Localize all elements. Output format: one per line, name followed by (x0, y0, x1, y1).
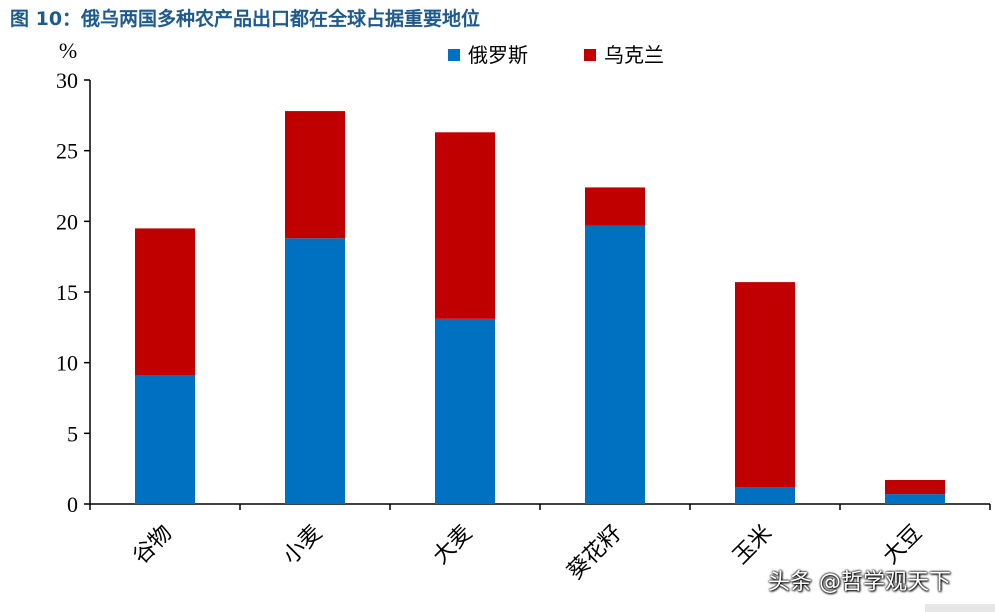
y-tick-label: 15 (56, 280, 78, 305)
legend: 俄罗斯 乌克兰 (448, 43, 664, 67)
y-tick-label: 10 (56, 351, 78, 376)
bar-ukraine (585, 187, 645, 226)
bar-ukraine (435, 132, 495, 319)
bar-russia (585, 225, 645, 504)
bar-russia (735, 487, 795, 504)
x-category-label: 谷物 (128, 521, 177, 570)
axes (84, 79, 991, 510)
y-tick-label: 5 (67, 421, 78, 446)
bar-russia (135, 375, 195, 504)
bar-russia (885, 494, 945, 504)
bar-russia (285, 238, 345, 504)
corner-box (925, 604, 995, 612)
bar-ukraine (285, 111, 345, 239)
legend-label: 乌克兰 (604, 43, 664, 67)
watermark: 头条 @哲学观天下 (768, 570, 951, 595)
y-tick-label: 30 (56, 68, 78, 93)
x-category-label: 大豆 (878, 521, 927, 570)
x-category-label: 小麦 (278, 521, 327, 570)
x-category-label: 大麦 (428, 521, 477, 570)
x-category-label: 葵花籽 (563, 521, 627, 585)
legend-label: 俄罗斯 (468, 43, 528, 67)
y-tick-label: 0 (67, 492, 78, 517)
figure-title: 图 10：俄乌两国多种农产品出口都在全球占据重要地位 (10, 8, 481, 30)
bars (135, 111, 945, 504)
y-tick-label: 25 (56, 139, 78, 164)
x-category-label: 玉米 (728, 521, 777, 570)
bar-ukraine (135, 228, 195, 376)
bar-ukraine (885, 479, 945, 495)
bar-russia (435, 318, 495, 504)
legend-swatch (448, 49, 460, 61)
y-tick-label: 20 (56, 209, 78, 234)
legend-swatch (584, 49, 596, 61)
bar-ukraine (735, 282, 795, 488)
y-axis-unit: % (59, 38, 77, 63)
